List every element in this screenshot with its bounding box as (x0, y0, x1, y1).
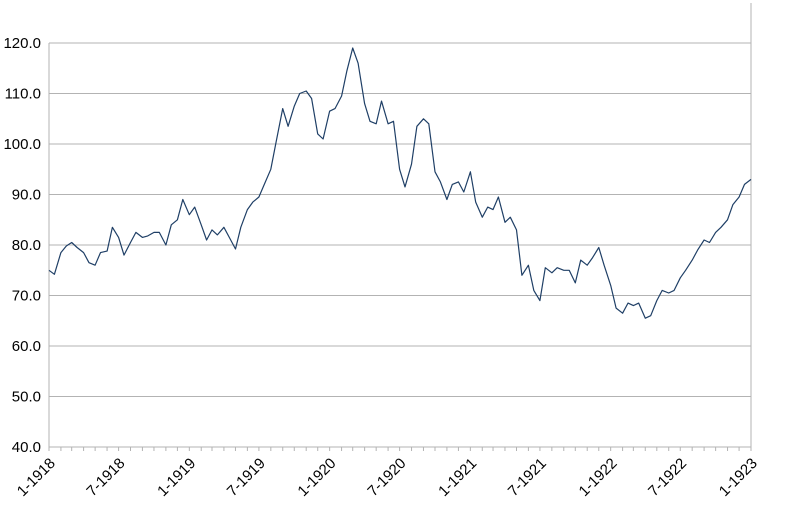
x-tick-label: 1-1923 (716, 455, 761, 500)
x-tick-label: 1-1921 (435, 455, 480, 500)
y-tick-label: 50.0 (12, 389, 41, 406)
x-tick-label: 1-1920 (294, 455, 339, 500)
y-tick-label: 70.0 (12, 288, 41, 305)
y-tick-label: 110.0 (5, 86, 41, 103)
y-axis-ticks: 40.0 50.0 60.0 70.0 80.0 90.0 100.0 110.0 120.0 (3, 35, 41, 456)
y-tick-label: 120.0 (3, 35, 41, 52)
series-layer (48, 47, 752, 319)
x-tick-label: 1-1922 (576, 455, 621, 500)
y-tick-label: 40.0 (12, 439, 41, 456)
y-tick-label: 90.0 (12, 187, 41, 204)
y-tick-label: 60.0 (12, 338, 41, 355)
x-tick-label: 7-1918 (83, 455, 128, 500)
x-tick-label: 7-1919 (224, 455, 269, 500)
x-tick-label: 7-1920 (364, 455, 409, 500)
series-line (48, 47, 752, 319)
x-tick-label: 7-1922 (645, 455, 690, 500)
y-tick-label: 100.0 (3, 136, 41, 153)
x-tick-label: 7-1921 (505, 455, 550, 500)
x-tick-label: 1-1918 (14, 455, 59, 500)
x-tick-label: 1-1919 (154, 455, 199, 500)
y-tick-label: 80.0 (12, 237, 41, 254)
gridlines (48, 3, 752, 451)
x-axis-ticks: 1-1918 7-1918 1-1919 7-1919 1-1920 7-1920 1-19… (14, 455, 761, 500)
